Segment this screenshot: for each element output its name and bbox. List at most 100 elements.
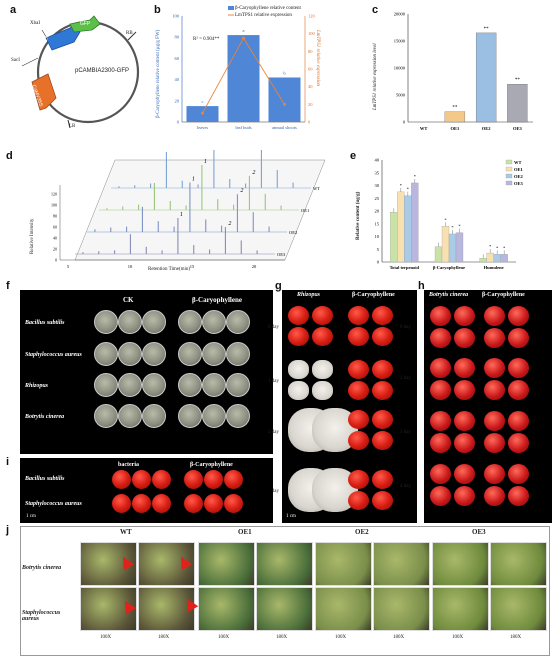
chart-c-bar — [507, 84, 527, 122]
chart-e-legend-label: OE3 — [514, 181, 524, 186]
chart-c-xtick: OE3 — [513, 126, 523, 131]
panel-j-row-label: Botrytis cinerea — [22, 565, 78, 571]
chart-d-peak-label-2: 2 — [240, 188, 243, 194]
micrograph — [373, 542, 430, 586]
chart-e-bar — [442, 226, 449, 262]
chart-d-xlabel: Retention Time(min) — [148, 267, 190, 272]
apple — [348, 327, 369, 346]
chart-e-ytick: 25 — [375, 196, 380, 201]
chart-b-ytick: 0 — [177, 120, 180, 125]
micrograph — [432, 542, 489, 586]
apple — [454, 358, 475, 378]
chart-e-star: * — [400, 183, 403, 188]
apple — [224, 494, 243, 513]
apple — [204, 494, 223, 513]
apple — [484, 306, 505, 326]
micrograph — [490, 542, 547, 586]
chart-e-ytick: 30 — [375, 183, 380, 188]
panel-j-group-label: OE2 — [355, 528, 369, 536]
lb-label: LB — [69, 124, 75, 129]
chart-b-letter: c — [202, 99, 204, 104]
chart-c-ylabel: LmTPS1 relative expression level — [373, 43, 378, 110]
chart-e-bar — [501, 254, 508, 262]
chart-e-star: * — [407, 187, 410, 192]
chart-d-peak-label-1: 1 — [204, 159, 207, 165]
rhizopus-mold — [288, 360, 309, 379]
chart-e-legend-label: OE2 — [514, 174, 524, 179]
apple — [508, 306, 529, 326]
petri-dish — [142, 342, 166, 366]
chart-d-ztick: 40 — [53, 236, 57, 241]
apple — [430, 486, 451, 506]
apple — [430, 358, 451, 378]
chart-b-legend-bar: β-Caryophyllene relative content — [235, 6, 301, 11]
chart-e-ytick: 0 — [377, 260, 380, 265]
apple — [454, 306, 475, 326]
panel-h-col-1: Botrytis cinerea — [429, 292, 468, 298]
chart-b-ytick-right: 0 — [308, 120, 311, 125]
chart-d: 0204060801001205101520WT12OE112OE212OE31… — [20, 150, 340, 275]
apple — [372, 327, 393, 346]
chart-b-xtick: leaves — [197, 125, 208, 130]
chart-e-legend-label: OE1 — [514, 167, 524, 172]
apple — [372, 431, 393, 450]
apple — [348, 381, 369, 400]
chart-d-xtick: 20 — [252, 264, 257, 269]
chart-e-bar — [397, 192, 404, 262]
chart-b-ylabel-right: LmTPS1 relative expression — [315, 30, 320, 86]
petri-dish — [178, 342, 202, 366]
apple — [288, 306, 309, 325]
apple — [348, 470, 369, 489]
petri-dish — [178, 373, 202, 397]
gfp-label: GFP — [80, 21, 90, 27]
chart-c-ytick: 5000 — [396, 93, 406, 98]
petri-dish — [226, 373, 250, 397]
chart-b-bar — [269, 77, 301, 122]
chart-e-bar — [411, 183, 418, 262]
apple — [508, 328, 529, 348]
chart-c: 05000100001500020000WT OE1**OE2**OE3** — [378, 6, 538, 134]
chart-c-ytick: 15000 — [394, 39, 406, 44]
chart-e-xtick: Total terpenoid — [390, 265, 420, 270]
panel-j-group-label: OE3 — [472, 528, 486, 536]
panel-g-row-1: 0 day — [268, 325, 279, 330]
apple — [508, 486, 529, 506]
petri-dish — [202, 404, 226, 428]
petri-dish — [142, 310, 166, 334]
chart-b-point — [242, 37, 245, 40]
panel-j-row-label: Staphylococcus aureus — [22, 610, 78, 622]
apple — [372, 470, 393, 489]
apple — [152, 470, 171, 489]
panel-i-col-2: β-Caryophyllene — [190, 462, 233, 468]
chart-e-star: * — [489, 244, 492, 249]
chart-b-point — [283, 103, 286, 106]
micrograph — [315, 587, 372, 631]
apple — [430, 433, 451, 453]
chart-e-legend-swatch — [506, 174, 512, 178]
chart-b-ytick-right: 40 — [308, 84, 313, 89]
apple — [484, 328, 505, 348]
panel-label-j: j — [6, 524, 9, 536]
chart-e-bar — [404, 196, 411, 262]
chart-b-ylabel-left: β-Caryophyllene relative content (μg/g F… — [156, 30, 161, 118]
panel-j-mag-label: 100X — [218, 635, 229, 640]
chart-e-ytick: 35 — [375, 170, 380, 175]
chart-d-ylabel: Relative Intensity — [30, 219, 35, 254]
micrograph — [198, 587, 255, 631]
xbai-label: XbaI — [30, 21, 40, 26]
panel-i-background — [20, 458, 273, 523]
apple — [312, 306, 333, 325]
chart-e-star: * — [503, 245, 506, 250]
chart-b: 020406080100020406080100120leavescleaf b… — [160, 4, 325, 134]
apple — [430, 306, 451, 326]
chart-e-star: * — [451, 225, 454, 230]
chart-b-legend-line: LmTPS1 relative expression — [235, 13, 292, 18]
petri-dish — [202, 342, 226, 366]
apple — [454, 411, 475, 431]
chart-e-ytick: 15 — [375, 221, 380, 226]
panel-f-row-4: Botrytis cinerea — [25, 414, 64, 420]
micrograph — [432, 587, 489, 631]
chart-d-ztick: 80 — [53, 214, 57, 219]
apple — [508, 411, 529, 431]
rhizopus-mold — [312, 360, 333, 379]
